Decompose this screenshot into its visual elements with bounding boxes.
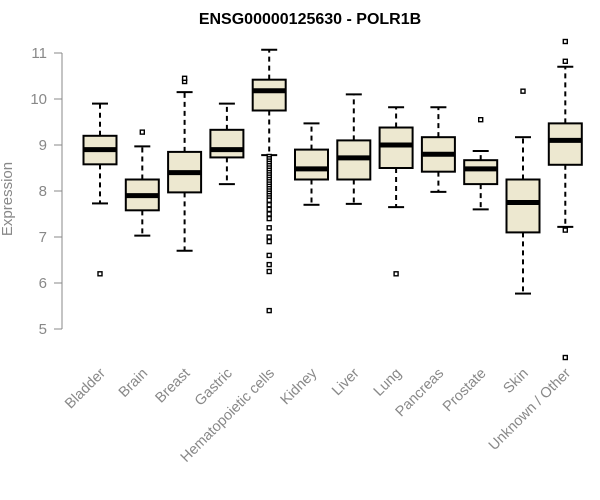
x-tick-label: Liver bbox=[329, 365, 363, 399]
y-tick-label: 10 bbox=[30, 91, 47, 108]
box-group bbox=[167, 75, 203, 252]
y-tick-label: 11 bbox=[31, 45, 47, 62]
box-group bbox=[124, 129, 160, 237]
chart-title: ENSG00000125630 - POLR1B bbox=[199, 11, 421, 28]
x-tick-label: Unknown / Other bbox=[486, 365, 574, 453]
iqr-box bbox=[294, 148, 329, 181]
iqr-box bbox=[463, 159, 499, 186]
outlier-point bbox=[562, 38, 568, 45]
outlier-point bbox=[266, 234, 272, 240]
outlier-point bbox=[266, 252, 272, 259]
outlier-point bbox=[266, 225, 272, 231]
outlier-point bbox=[562, 227, 568, 233]
iqr-box bbox=[547, 122, 583, 166]
y-axis-label: Expression bbox=[0, 162, 16, 236]
box-group bbox=[378, 106, 414, 277]
box-group bbox=[209, 102, 245, 186]
y-tick-label: 8 bbox=[39, 183, 47, 200]
box-group bbox=[82, 102, 118, 277]
box-group bbox=[336, 93, 372, 205]
x-tick-label: Bladder bbox=[62, 365, 109, 412]
outlier-point bbox=[266, 238, 272, 245]
x-tick-label: Lung bbox=[371, 366, 405, 400]
y-tick-label: 9 bbox=[39, 137, 47, 154]
iqr-box bbox=[505, 178, 541, 234]
iqr-box bbox=[378, 126, 414, 169]
outlier-point bbox=[478, 116, 484, 123]
x-tick-label: Skin bbox=[501, 366, 532, 397]
outlier-point bbox=[266, 206, 272, 213]
outlier-point bbox=[266, 307, 272, 314]
outlier-point bbox=[520, 88, 526, 94]
x-tick-label: Breast bbox=[152, 366, 193, 407]
x-tick-label: Kidney bbox=[278, 365, 321, 408]
iqr-box bbox=[209, 128, 245, 159]
boxes-group bbox=[82, 38, 583, 361]
outlier-point bbox=[562, 58, 568, 64]
outlier-point bbox=[97, 271, 103, 277]
x-tick-label: Brain bbox=[116, 366, 151, 401]
box-group bbox=[420, 106, 456, 193]
outlier-point bbox=[393, 271, 399, 277]
outlier-point bbox=[266, 215, 272, 222]
outlier-point bbox=[266, 211, 272, 217]
outlier-point bbox=[266, 268, 272, 275]
outlier-point bbox=[139, 129, 146, 135]
outlier-point bbox=[266, 202, 272, 208]
y-tick-label: 7 bbox=[39, 229, 47, 246]
outlier-point bbox=[266, 197, 272, 203]
outlier-point bbox=[562, 354, 568, 361]
iqr-box bbox=[251, 78, 287, 112]
y-tick-label: 5 bbox=[39, 321, 47, 338]
x-tick-label: Prostate bbox=[440, 366, 489, 415]
box-group bbox=[505, 88, 541, 295]
outlier-point bbox=[181, 75, 188, 82]
y-tick-label: 6 bbox=[39, 275, 47, 292]
box-group bbox=[251, 48, 287, 314]
box-group bbox=[547, 38, 583, 361]
box-group bbox=[294, 122, 329, 206]
box-group bbox=[463, 116, 499, 211]
outlier-point bbox=[266, 261, 272, 268]
y-axis-ticks: 5 6 7 8 9 10 11 bbox=[30, 45, 62, 338]
